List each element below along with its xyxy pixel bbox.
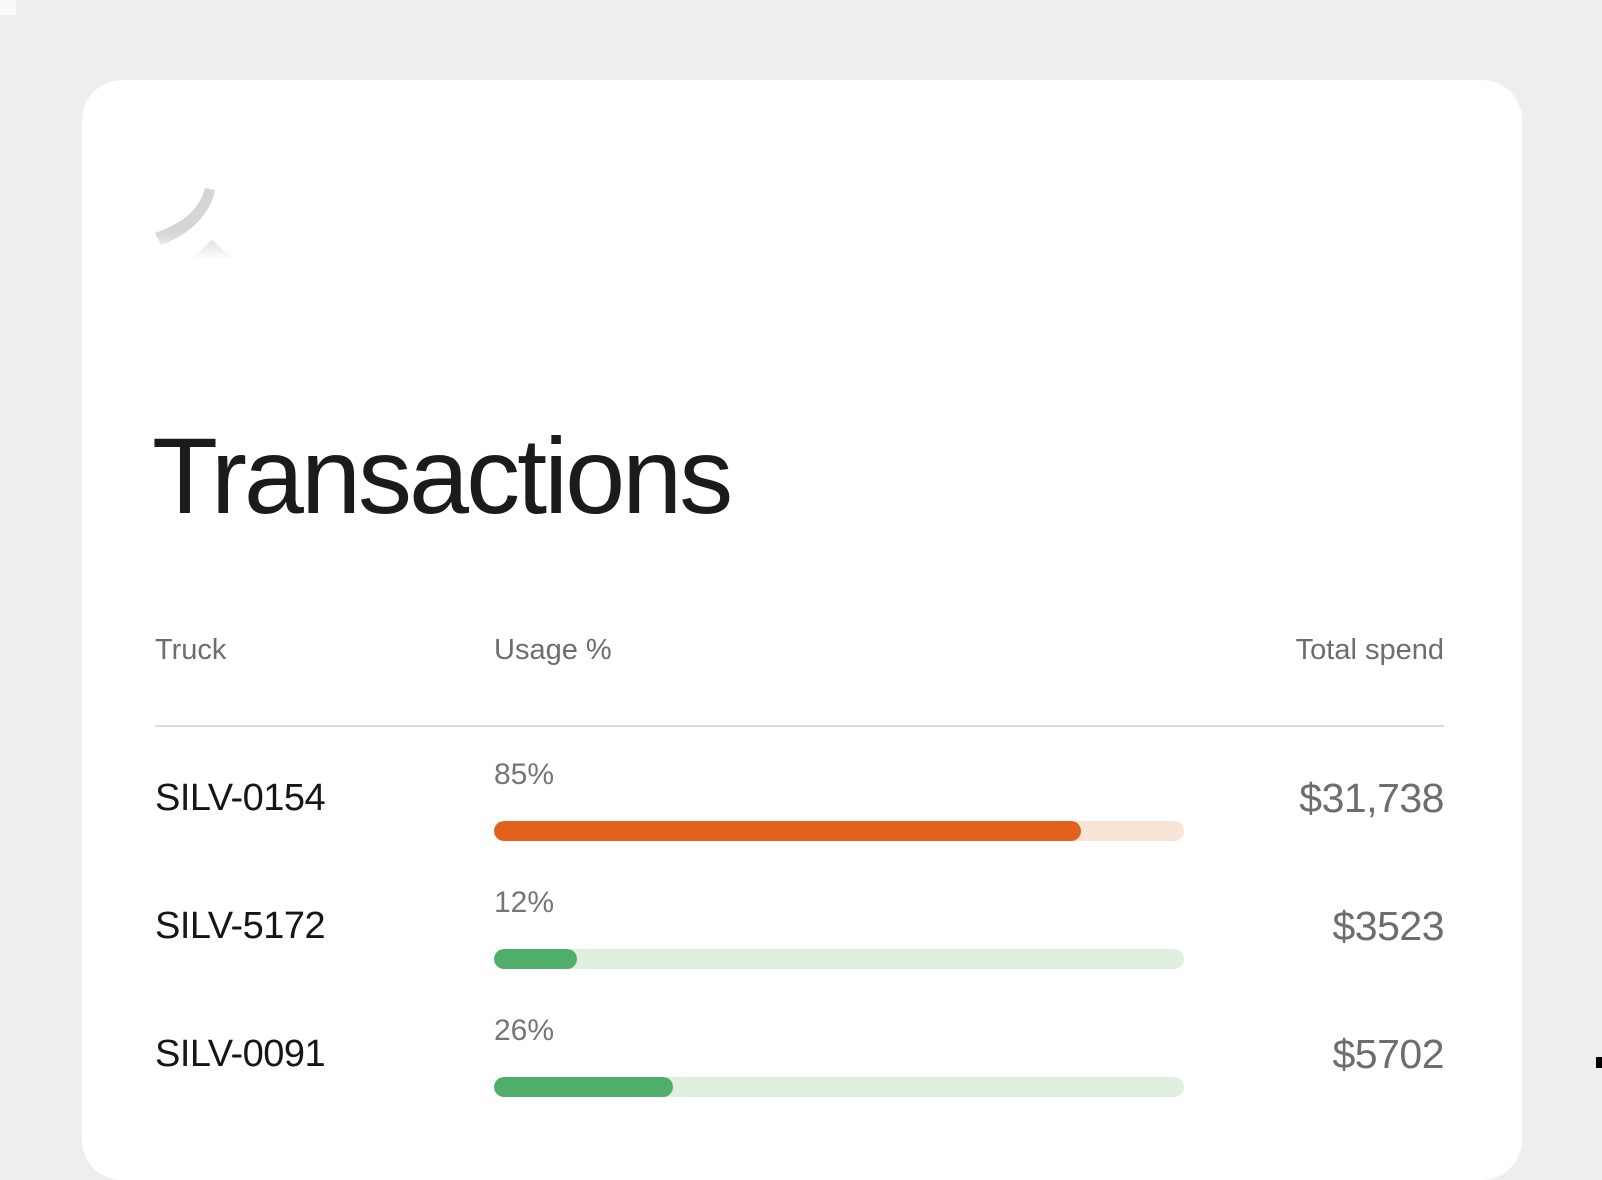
column-header-usage: Usage % — [494, 632, 1184, 668]
column-header-truck: Truck — [155, 632, 494, 668]
usage-progress-fill — [494, 949, 577, 969]
usage-cell: 85% — [494, 727, 1184, 841]
total-spend-value: $31,738 — [1184, 775, 1444, 822]
usage-cell: 26% — [494, 983, 1184, 1097]
table-row: SILV-0091 26% $5702 — [155, 983, 1444, 1111]
truck-id: SILV-5172 — [155, 905, 494, 948]
table-header-row: Truck Usage % Total spend — [155, 632, 1444, 668]
page-title: Transactions — [152, 426, 730, 526]
usage-progress-track — [494, 821, 1184, 841]
usage-percent-label: 26% — [494, 1013, 1184, 1049]
transactions-card: Transactions Truck Usage % Total spend S… — [82, 80, 1522, 1180]
table-row: SILV-5172 12% $3523 — [155, 855, 1444, 983]
usage-cell: 12% — [494, 855, 1184, 969]
total-spend-value: $3523 — [1184, 903, 1444, 950]
table-row: SILV-0154 85% $31,738 — [155, 727, 1444, 855]
screen-edge-artifact — [1596, 1057, 1602, 1068]
column-header-total-spend: Total spend — [1184, 632, 1444, 668]
total-spend-value: $5702 — [1184, 1031, 1444, 1078]
usage-percent-label: 85% — [494, 757, 1184, 793]
usage-percent-label: 12% — [494, 885, 1184, 921]
usage-progress-track — [494, 949, 1184, 969]
brand-swoosh-logo-icon — [155, 185, 235, 261]
transactions-table: Truck Usage % Total spend SILV-0154 85% … — [155, 632, 1444, 1111]
usage-progress-track — [494, 1077, 1184, 1097]
screen-corner-artifact — [0, 0, 16, 15]
truck-id: SILV-0154 — [155, 777, 494, 820]
usage-progress-fill — [494, 821, 1081, 841]
usage-progress-fill — [494, 1077, 673, 1097]
truck-id: SILV-0091 — [155, 1033, 494, 1076]
